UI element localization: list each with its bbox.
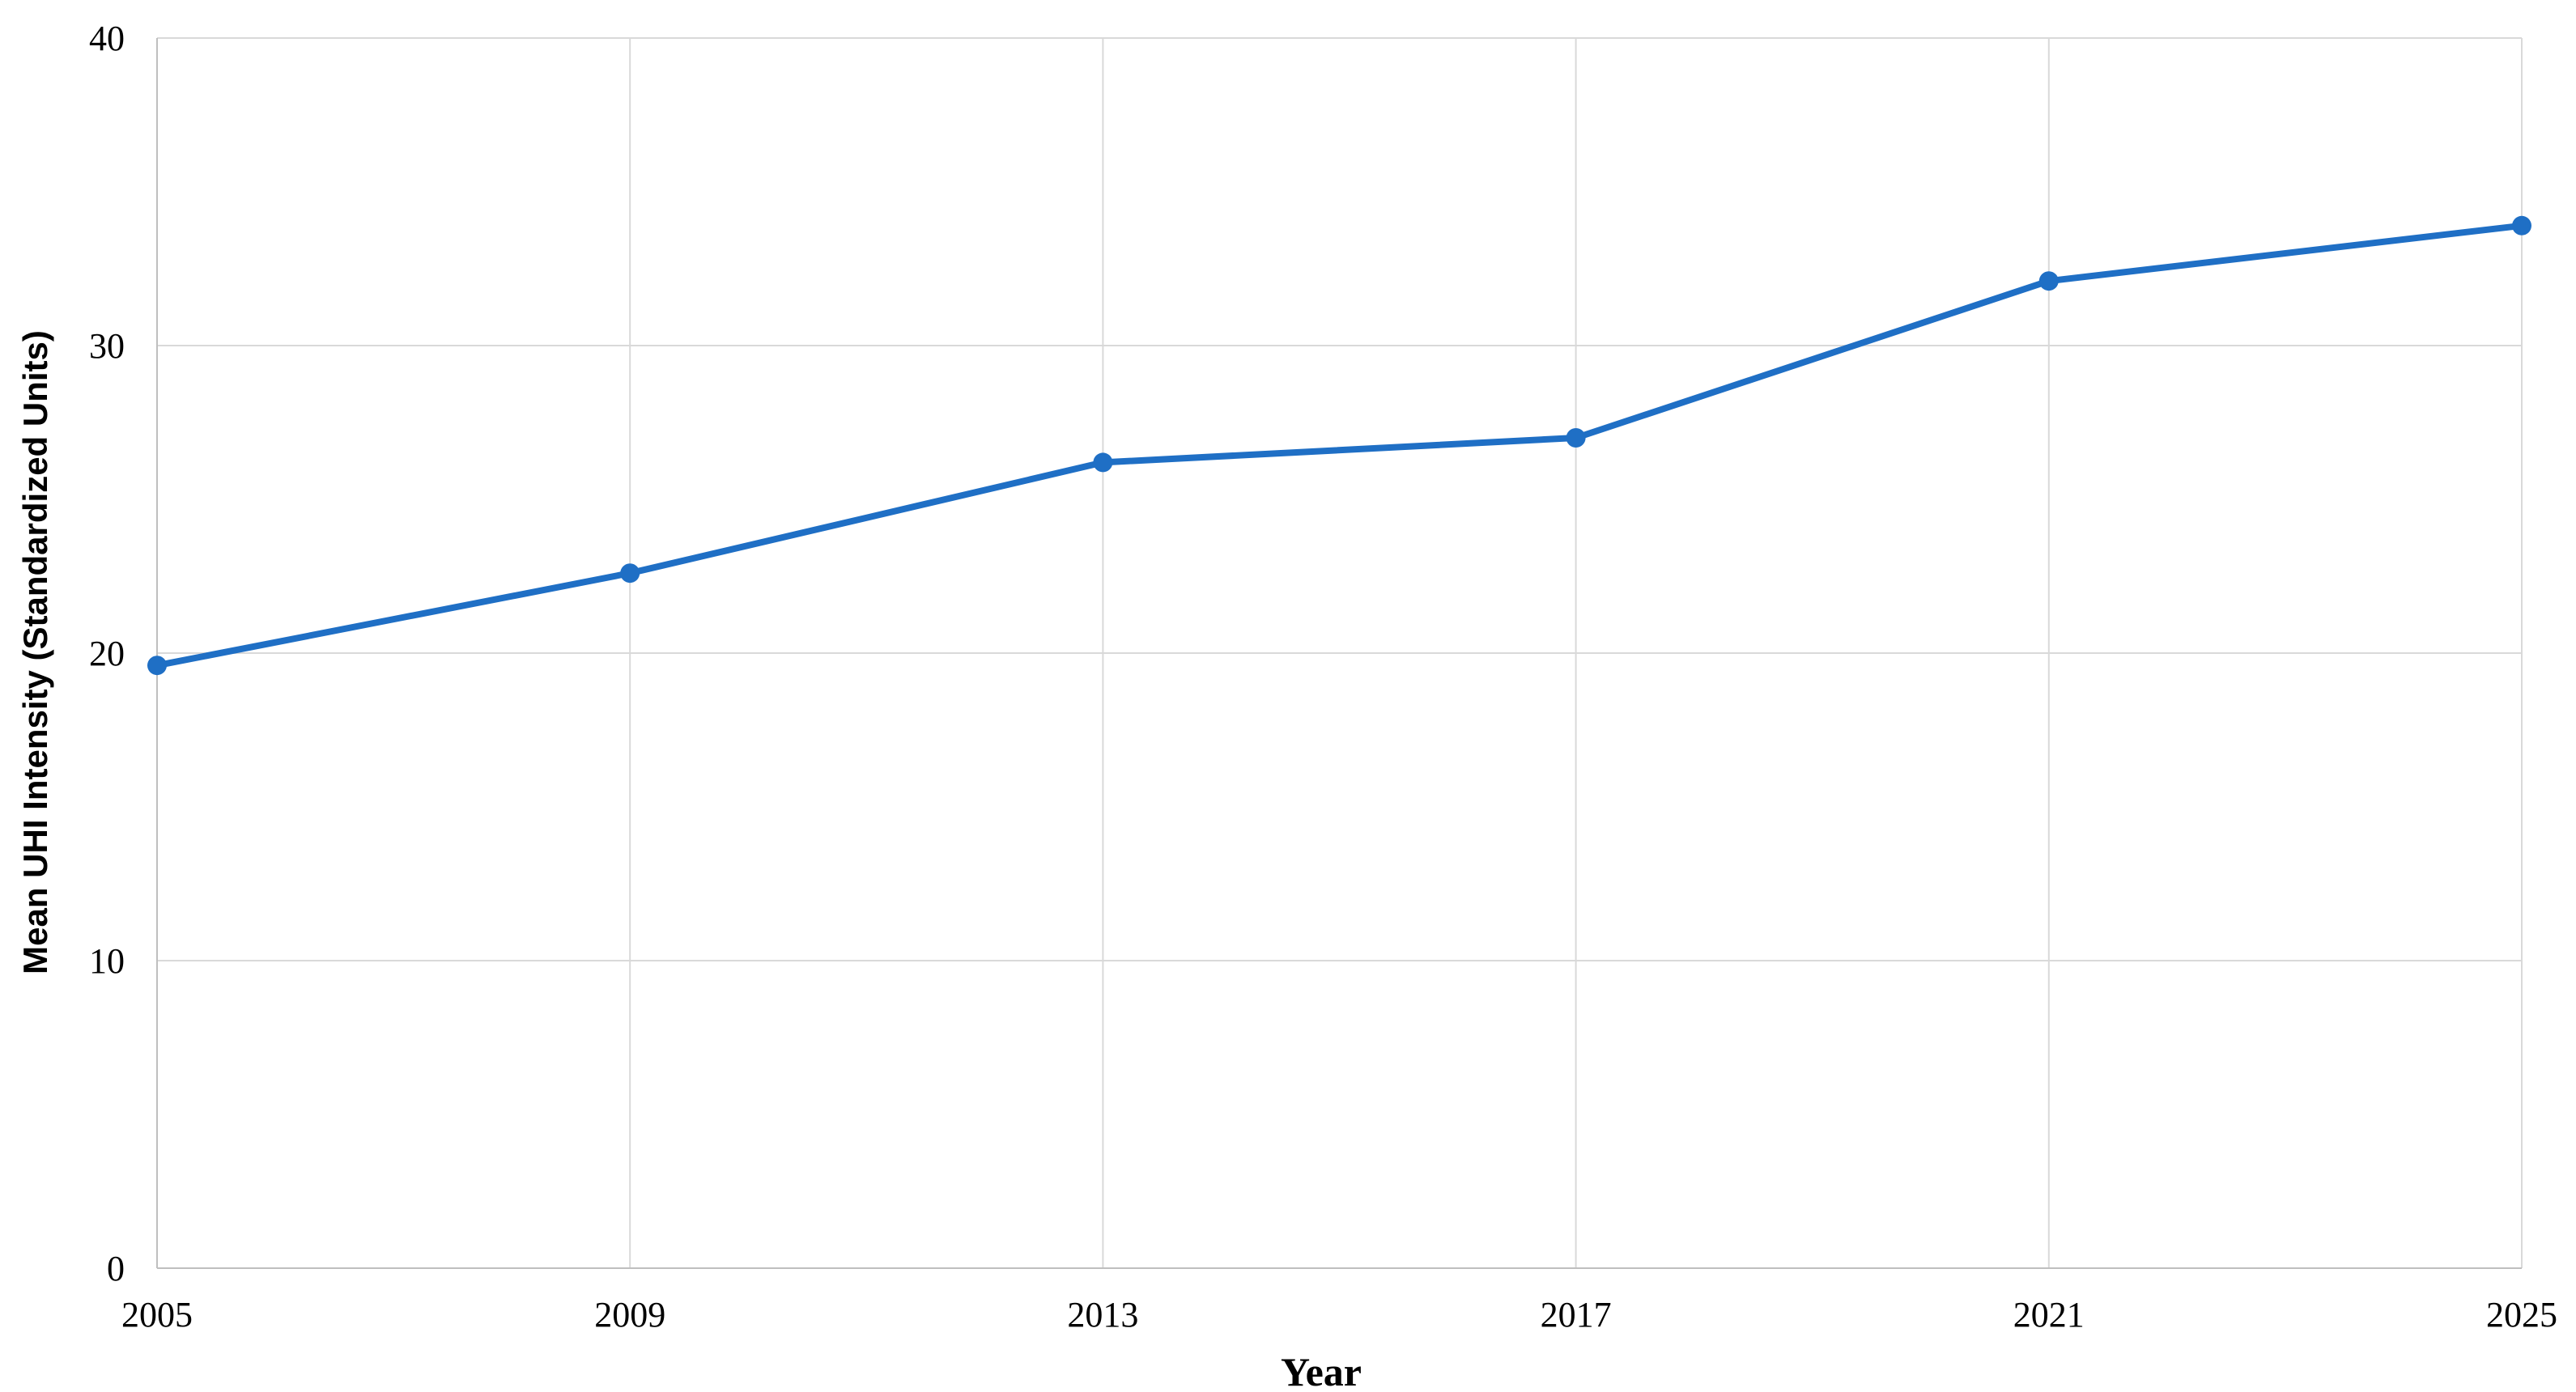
x-tick-label: 2005 [121, 1295, 193, 1335]
data-line [156, 222, 2523, 669]
data-point [1093, 452, 1113, 473]
y-tick-label: 20 [89, 634, 125, 673]
y-tick-label: 10 [89, 941, 125, 981]
y-tick-label: 40 [89, 19, 125, 58]
data-point [2512, 215, 2531, 236]
y-axis-label: Mean UHI Intensity (Standardized Units) [16, 330, 54, 974]
y-tick-label: 0 [107, 1249, 125, 1288]
x-axis-label: Year [1281, 1349, 1362, 1392]
data-point [1566, 428, 1586, 448]
x-tick-label: 2009 [594, 1295, 665, 1335]
data-point [620, 563, 640, 584]
x-tick-label: 2025 [2486, 1295, 2557, 1335]
y-tick-label: 30 [89, 326, 125, 366]
data-point [2038, 271, 2059, 291]
x-tick-label: 2017 [1541, 1295, 1612, 1335]
data-point [147, 656, 167, 676]
x-tick-label: 2021 [2013, 1295, 2085, 1335]
x-tick-label: 2013 [1067, 1295, 1138, 1335]
